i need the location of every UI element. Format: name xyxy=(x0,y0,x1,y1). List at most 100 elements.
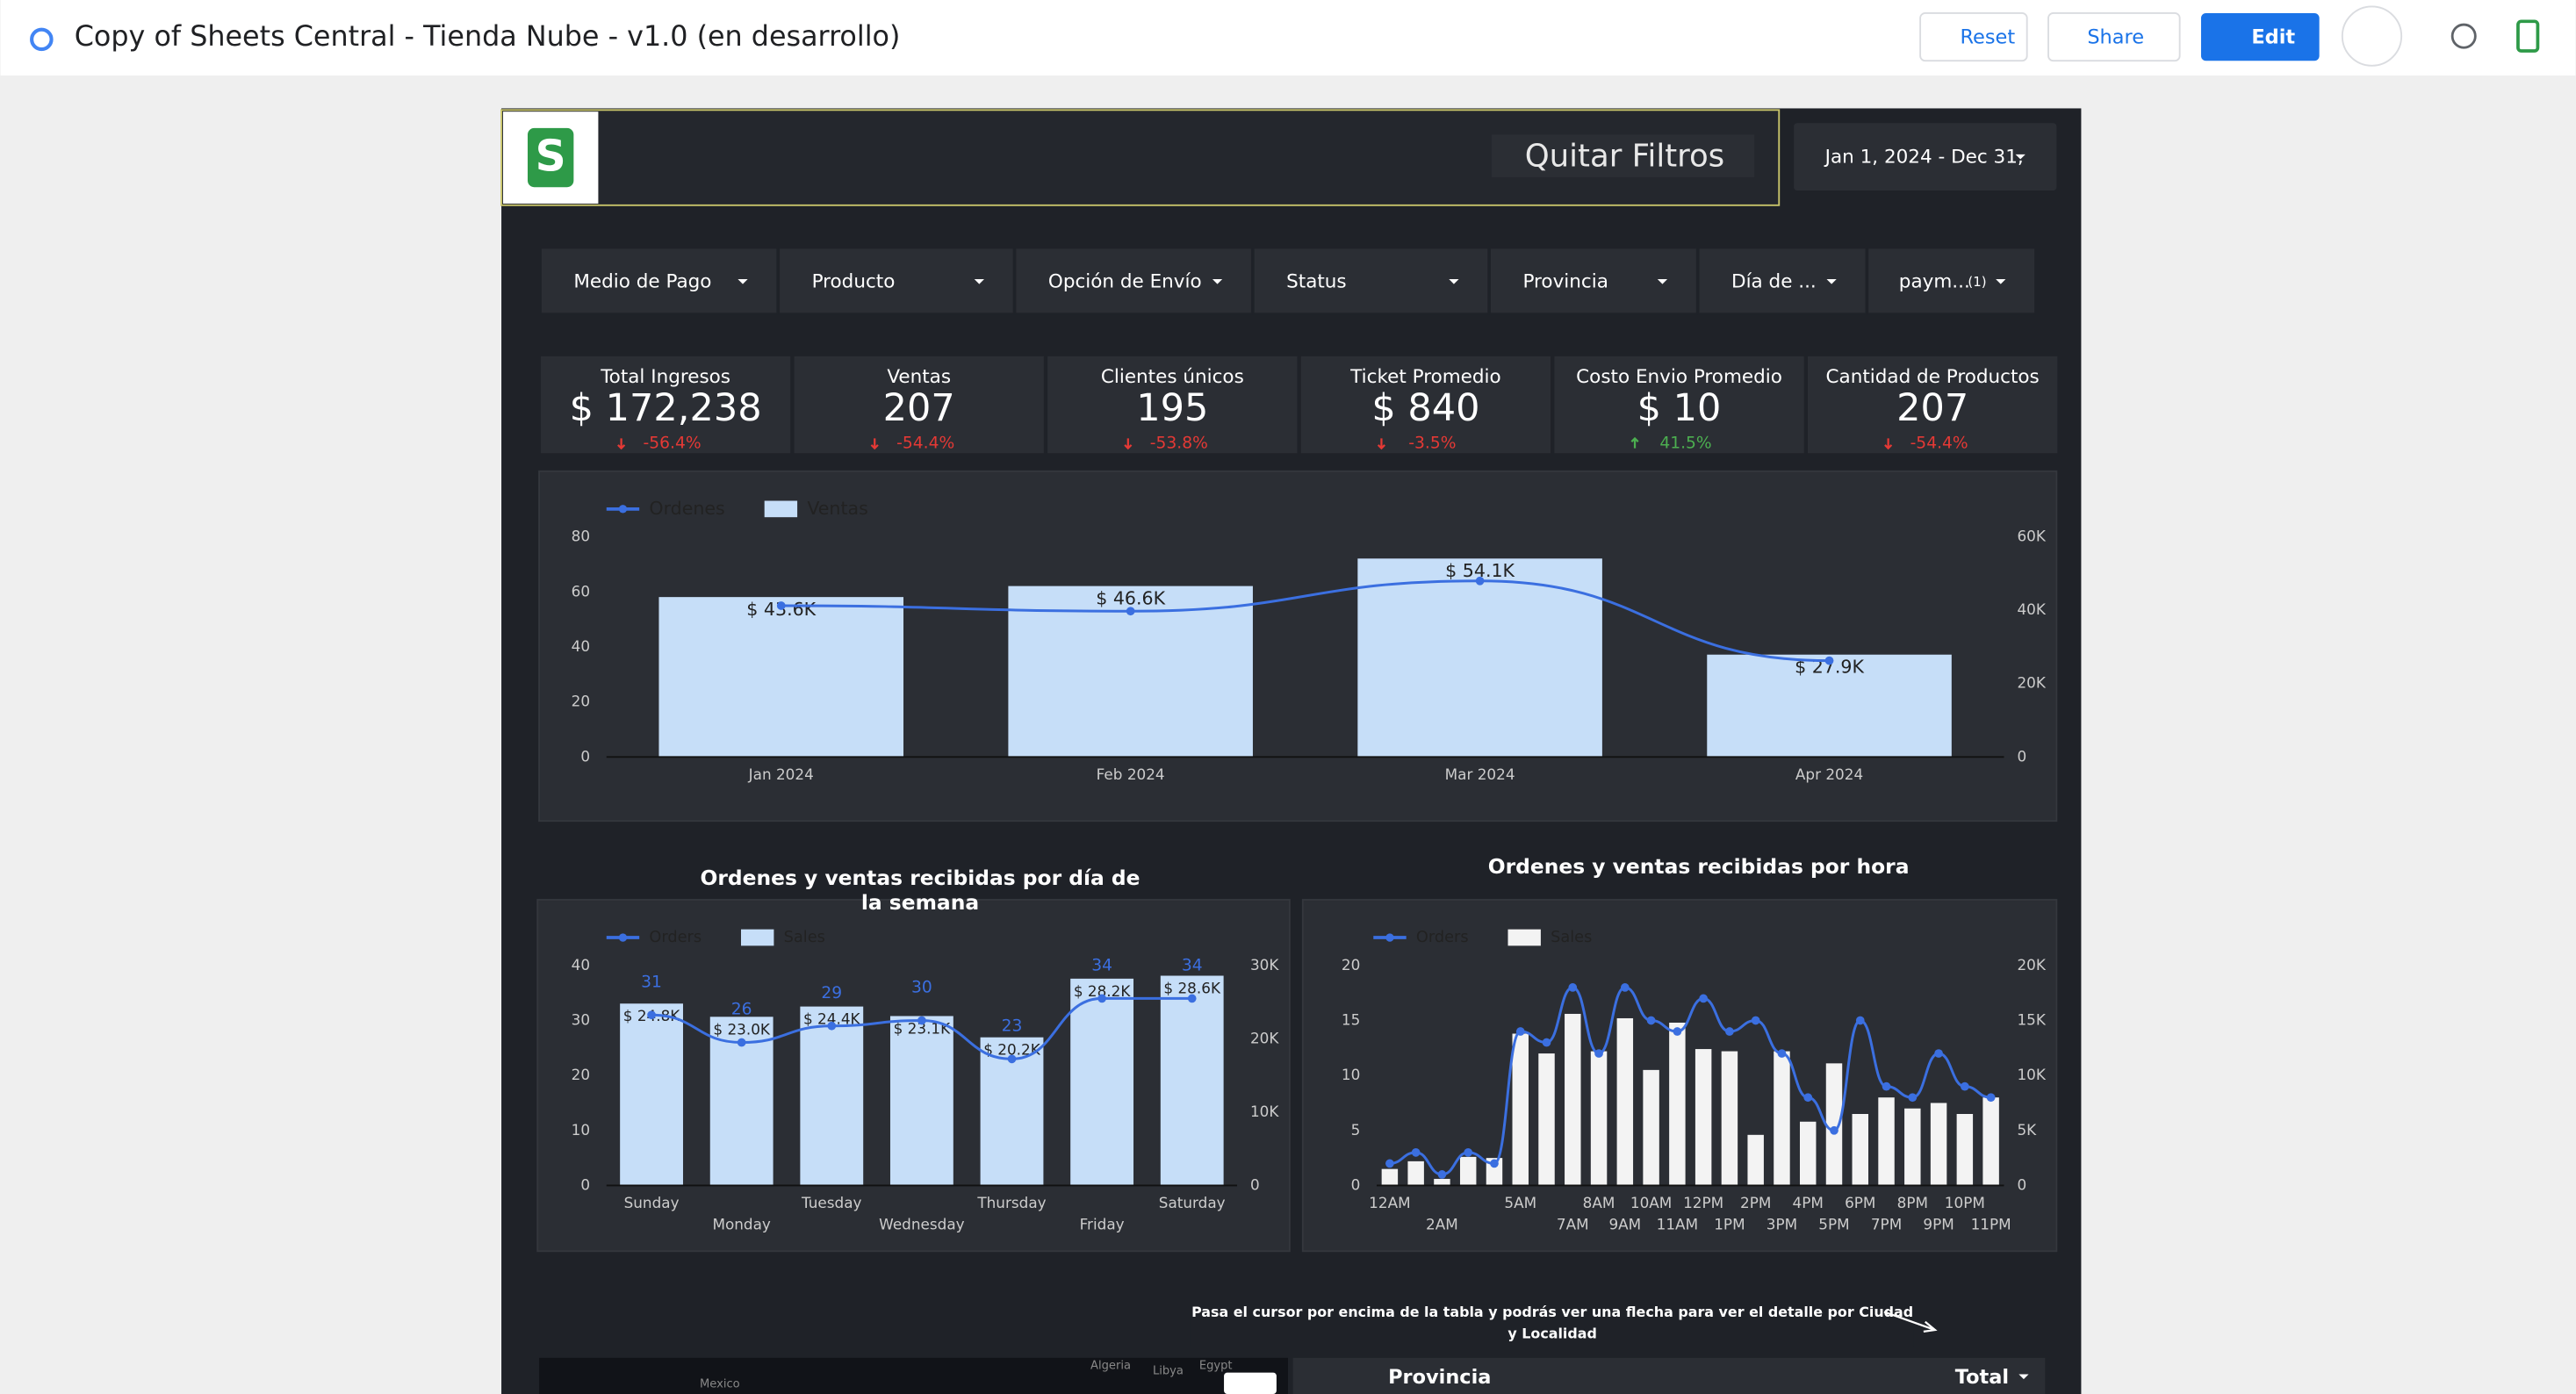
bar xyxy=(1721,1051,1738,1186)
dropdown-arrow xyxy=(1212,278,1223,284)
table-column-header[interactable]: Total xyxy=(1955,1366,2009,1389)
toolbar-button-label[interactable]: Edit xyxy=(2251,26,2295,49)
bar xyxy=(1070,978,1134,1186)
clear-filters-button[interactable] xyxy=(1491,134,1755,178)
kpi-value: 207 xyxy=(883,386,955,430)
filter-label[interactable]: paym... xyxy=(1899,271,1970,293)
bar xyxy=(1160,975,1224,1186)
kpi-value: $ 172,238 xyxy=(570,386,762,430)
kpi-delta: 41.5% xyxy=(1659,435,1711,453)
x-tick-label: 12AM xyxy=(1369,1194,1410,1211)
line-point xyxy=(1830,1125,1838,1135)
y-tick-label: 0 xyxy=(580,747,590,765)
kpi-card xyxy=(1300,356,1551,454)
y-tick-label: 0 xyxy=(1351,1175,1361,1193)
line-point xyxy=(1803,1093,1813,1103)
line-point xyxy=(1960,1081,1969,1091)
filter-label[interactable]: Producto xyxy=(812,271,896,293)
x-tick-label: Mar 2024 xyxy=(1445,765,1515,783)
line-point xyxy=(1385,1159,1394,1168)
x-tick-label: Sunday xyxy=(624,1194,680,1211)
line-point xyxy=(1437,1170,1447,1179)
filter-badge: (1) xyxy=(1968,274,1986,290)
kpi-card xyxy=(1807,356,2058,454)
line-point xyxy=(1515,1027,1525,1036)
y-tick-label: 30 xyxy=(572,1010,590,1028)
sort-arrow xyxy=(2018,1374,2029,1380)
y-tick-label: 20 xyxy=(572,1066,590,1083)
line-point xyxy=(1777,1049,1787,1058)
bar xyxy=(1982,1097,1999,1186)
more-button[interactable] xyxy=(2341,5,2403,67)
app-logo xyxy=(30,27,54,52)
toolbar-button-label[interactable]: Reset xyxy=(1960,26,2015,49)
toolbar-button[interactable] xyxy=(2047,12,2181,62)
filter-label[interactable]: Provincia xyxy=(1522,271,1608,293)
line-series xyxy=(781,579,1830,663)
map-expand[interactable] xyxy=(1224,1372,1277,1394)
kpi-trend-arrow xyxy=(1377,438,1385,450)
bar-value-label: $ 23.1K xyxy=(894,1019,952,1037)
date-picker[interactable] xyxy=(1794,123,2057,190)
filter-label[interactable]: Día de ... xyxy=(1731,271,1817,293)
filter-control[interactable] xyxy=(1014,247,1253,315)
date-range-label[interactable]: Jan 1, 2024 - Dec 31, xyxy=(1824,147,2024,169)
filter-control[interactable] xyxy=(778,247,1015,315)
legend-label: Orders xyxy=(649,929,702,946)
toolbar-button-label[interactable]: Share xyxy=(2087,26,2144,49)
bar-value-label: $ 24.4K xyxy=(803,1010,861,1028)
filter-label[interactable]: Opción de Envío xyxy=(1048,271,1202,293)
filter-control[interactable] xyxy=(1697,247,1867,315)
kpi-trend-arrow xyxy=(870,438,879,450)
bar xyxy=(1904,1108,1921,1186)
map-panel xyxy=(539,1357,1288,1394)
filter-label[interactable]: Status xyxy=(1286,271,1347,293)
filter-control[interactable] xyxy=(540,247,779,315)
x-tick-label: 12PM xyxy=(1683,1194,1723,1211)
x-tick-label: 2AM xyxy=(1426,1215,1458,1232)
bar xyxy=(1747,1134,1764,1186)
filter-label[interactable]: Medio de Pago xyxy=(573,271,711,293)
filter-control[interactable] xyxy=(1867,247,2036,315)
line-point xyxy=(1620,983,1630,992)
kpi-card xyxy=(1047,356,1298,454)
x-tick-label: Friday xyxy=(1080,1215,1125,1232)
y2-tick-label: 5K xyxy=(2017,1121,2037,1139)
kpi-delta: -3.5% xyxy=(1408,435,1456,453)
bar-value-label: $ 46.6K xyxy=(1096,588,1165,609)
x-tick-label: 10PM xyxy=(1945,1194,1985,1211)
report-title: Copy of Sheets Central - Tienda Nube - v… xyxy=(75,20,901,53)
bar xyxy=(1459,1156,1477,1186)
map-label: Libya xyxy=(1153,1364,1184,1377)
legend-swatch xyxy=(1507,929,1541,946)
bar xyxy=(1956,1113,1974,1186)
x-tick-label: 7PM xyxy=(1871,1215,1902,1232)
map-label: Mexico xyxy=(700,1377,740,1390)
y2-tick-label: 15K xyxy=(2017,1010,2046,1028)
clear-filters-label[interactable]: Quitar Filtros xyxy=(1525,139,1724,175)
toolbar-button[interactable] xyxy=(1919,12,2028,62)
legend-label: Orders xyxy=(1416,929,1469,946)
kpi-value: 207 xyxy=(1896,386,1968,430)
line-point xyxy=(1986,1093,1996,1103)
bar xyxy=(1434,1178,1450,1186)
line-point xyxy=(647,1010,656,1020)
map-label: Egypt xyxy=(1199,1360,1233,1373)
line-point xyxy=(1187,994,1197,1003)
line-point xyxy=(1568,983,1578,992)
help-icon[interactable] xyxy=(2450,23,2477,49)
toolbar-button[interactable] xyxy=(2200,12,2320,61)
bar xyxy=(1825,1063,1843,1186)
kpi-trend-arrow xyxy=(1124,438,1133,450)
bar xyxy=(889,1016,953,1186)
map-label: Algeria xyxy=(1090,1360,1131,1373)
line-point xyxy=(1475,576,1485,586)
y-tick-label: 10 xyxy=(1342,1066,1360,1083)
filter-control[interactable] xyxy=(1252,247,1490,315)
kpi-trend-arrow xyxy=(1630,436,1639,449)
bar xyxy=(620,1003,683,1186)
y-tick-label: 0 xyxy=(580,1175,590,1193)
y2-tick-label: 0 xyxy=(1250,1175,1260,1193)
line-value-label: 31 xyxy=(641,973,662,991)
